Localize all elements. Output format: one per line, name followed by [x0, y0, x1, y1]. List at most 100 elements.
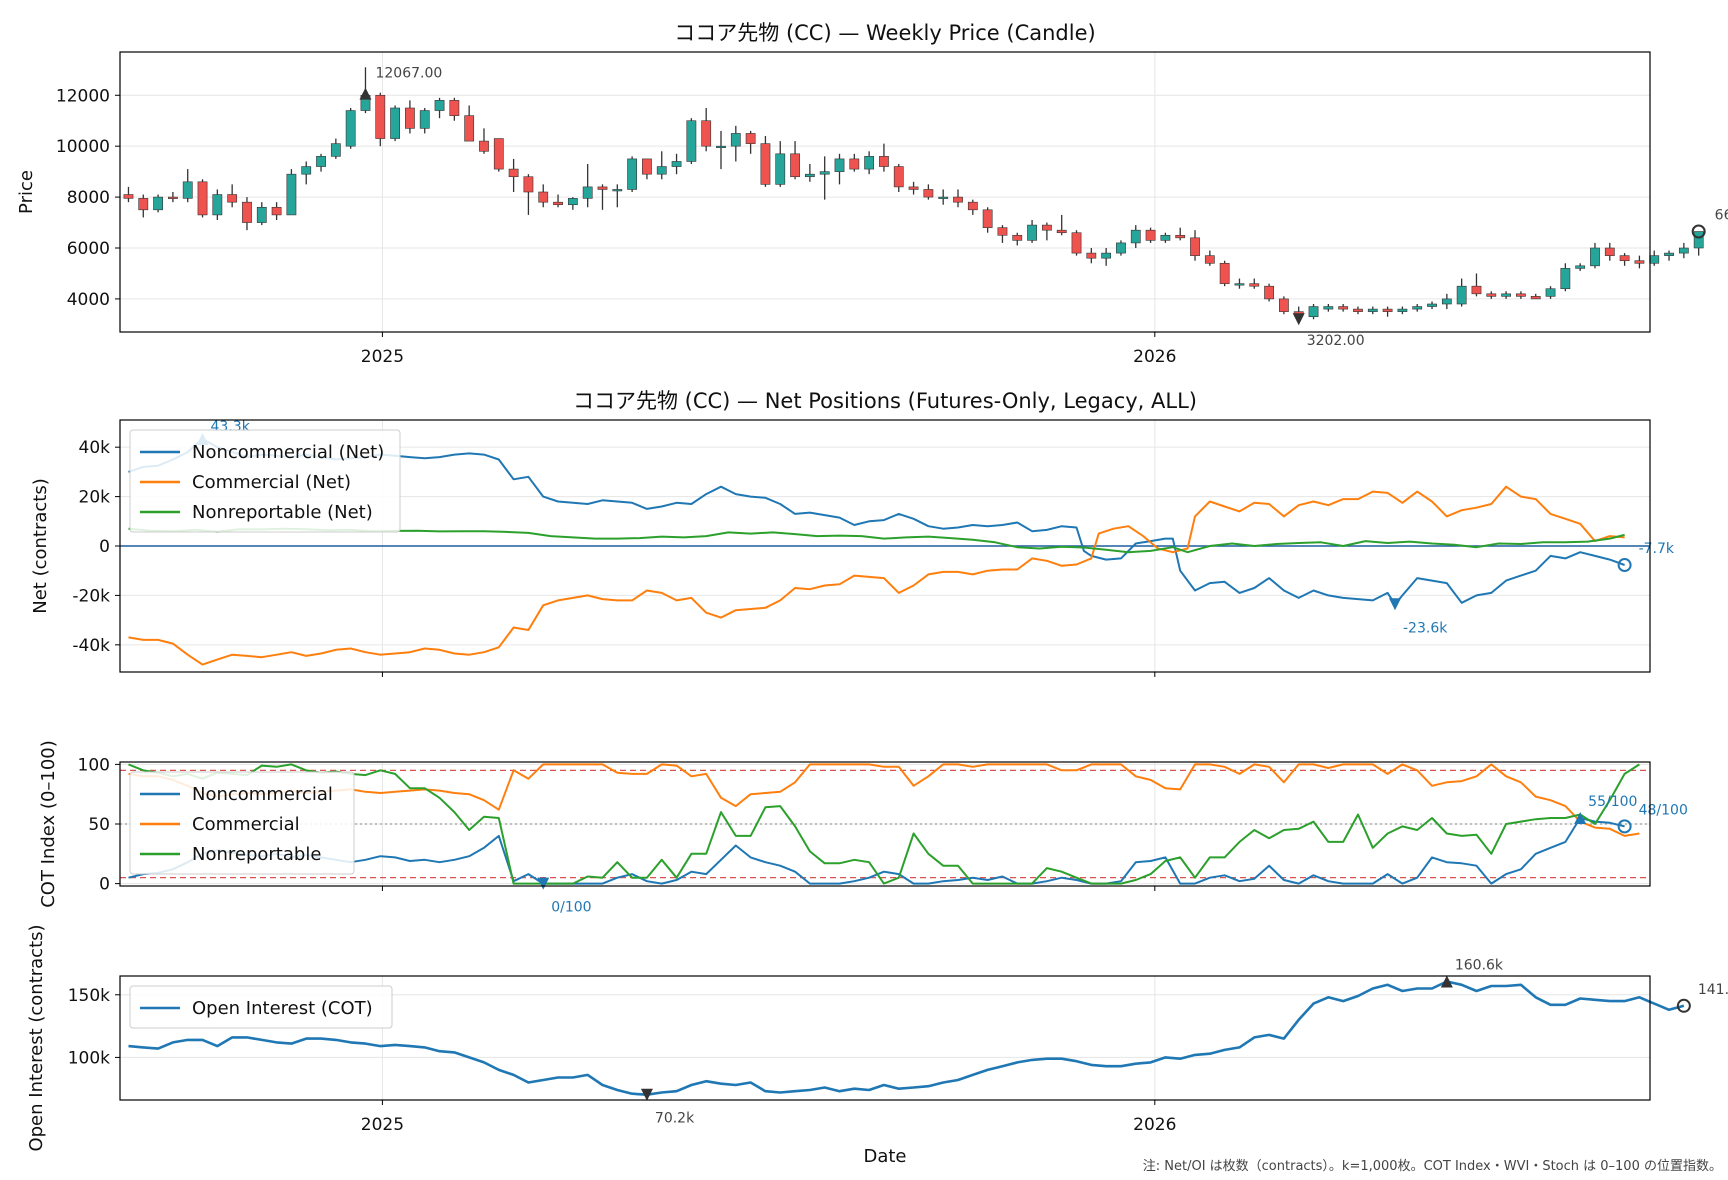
candle-body — [1249, 283, 1260, 287]
candle-body — [1412, 306, 1423, 310]
plot-frame-1 — [119, 419, 1651, 673]
candle-body — [538, 191, 549, 203]
candle-body — [834, 158, 845, 172]
legend-label: Noncommercial (Net) — [192, 442, 384, 463]
candle-body — [508, 168, 519, 178]
candle-body — [1041, 224, 1052, 231]
candle-body — [464, 115, 475, 142]
candle-body — [271, 206, 282, 216]
legend: Noncommercial (Net) Commercial (Net) Nonre… — [129, 429, 401, 533]
candle-body — [849, 158, 860, 170]
candle-body — [1367, 308, 1378, 312]
y-tick-label: 0 — [99, 537, 110, 557]
min-marker — [537, 877, 550, 890]
candle-body — [1175, 234, 1186, 239]
annotation-label: 70.2k — [655, 1111, 695, 1127]
series-line — [128, 485, 1625, 666]
annotation-label: 12067.00 — [375, 66, 442, 82]
candle-body — [1560, 268, 1571, 290]
last-marker — [1676, 998, 1691, 1013]
min-marker — [640, 1088, 653, 1101]
candle-body — [864, 156, 875, 170]
y-tick-label: 12000 — [56, 86, 110, 106]
candle-body — [1649, 255, 1660, 264]
candle-body — [1471, 285, 1482, 295]
series-line — [128, 817, 1625, 885]
footnote: 注: Net/OI は枚数（contracts）。k=1,000枚。COT In… — [1143, 1159, 1722, 1174]
candle-body — [1130, 229, 1141, 244]
chart-title: ココア先物 (CC) — Net Positions (Futures-Only… — [573, 389, 1197, 413]
candle-body — [1071, 232, 1082, 254]
y-tick-label: 50 — [88, 815, 110, 835]
series-line — [128, 763, 1640, 837]
plot-frame-3 — [119, 975, 1651, 1101]
candle-body — [1190, 237, 1200, 256]
max-marker — [1574, 812, 1587, 825]
y-tick-label: 10000 — [56, 137, 110, 157]
candle-body — [1634, 260, 1645, 264]
candle-body — [1204, 255, 1215, 264]
legend-label: Noncommercial — [192, 784, 333, 805]
candle-body — [1619, 255, 1630, 262]
legend: Open Interest (COT) — [129, 985, 393, 1029]
candle-body — [656, 166, 667, 175]
x-tick-label: 2026 — [1133, 347, 1176, 367]
x-tick-label: 2026 — [1133, 1115, 1176, 1135]
legend-label: Nonreportable (Net) — [192, 502, 373, 523]
candle-body — [1234, 283, 1245, 286]
candle-body — [967, 201, 978, 211]
y-axis-label: Price — [16, 170, 37, 214]
candle-body — [686, 120, 697, 162]
legend-label: Commercial — [192, 814, 300, 835]
candle-body — [1486, 293, 1497, 297]
legend-box — [129, 771, 355, 875]
candle-body — [197, 181, 208, 216]
candle-body — [286, 173, 297, 216]
candle-body — [701, 120, 712, 147]
last-marker — [1691, 224, 1706, 239]
candle-body — [908, 186, 919, 190]
legend: Noncommercial Commercial Nonreportable — [129, 771, 355, 875]
x-tick-label: 2025 — [361, 347, 404, 367]
candle-body — [256, 206, 267, 223]
candle-body — [1308, 306, 1319, 318]
candle-body — [1056, 229, 1067, 234]
candle-body — [953, 196, 963, 203]
candle-body — [1501, 293, 1511, 297]
candle-body — [553, 201, 563, 206]
legend-box — [129, 985, 393, 1029]
candle-body — [716, 145, 726, 148]
candle-body — [123, 194, 134, 199]
last-marker — [1617, 819, 1632, 834]
legend-label: Nonreportable — [192, 844, 321, 865]
candle-body — [730, 133, 741, 147]
candle-body — [1145, 229, 1156, 241]
y-tick-label: -40k — [72, 636, 110, 656]
candle-body — [345, 110, 356, 147]
candle-body — [1101, 252, 1112, 259]
x-tick-label: 2025 — [361, 1115, 404, 1135]
candle-body — [182, 181, 193, 199]
candle-body — [330, 143, 341, 157]
annotations: 160.6k 70.2k 141.2k — [640, 958, 1728, 1127]
candle-body — [760, 143, 771, 185]
annotation-label: 55/100 — [1588, 794, 1637, 810]
candle-body — [434, 100, 445, 111]
candle-body — [1264, 285, 1274, 300]
candle-body — [168, 196, 178, 199]
min-marker — [1389, 598, 1401, 611]
candle-body — [1160, 234, 1171, 241]
candle-body — [612, 189, 623, 192]
annotation-label: 3202.00 — [1307, 333, 1365, 349]
y-axis-label: Open Interest (contracts) — [26, 924, 47, 1151]
candle-body — [582, 186, 593, 199]
x-axis-label: Date — [863, 1146, 906, 1167]
candle-body — [567, 198, 578, 206]
candle-body — [301, 166, 312, 175]
annotation-label: -7.7k — [1639, 541, 1675, 557]
candle-body — [479, 140, 489, 152]
candle-body — [419, 110, 430, 129]
y-tick-label: 100 — [78, 755, 110, 775]
y-tick-label: 0 — [99, 875, 110, 895]
chart-title: ココア先物 (CC) — Weekly Price (Candle) — [674, 21, 1095, 45]
